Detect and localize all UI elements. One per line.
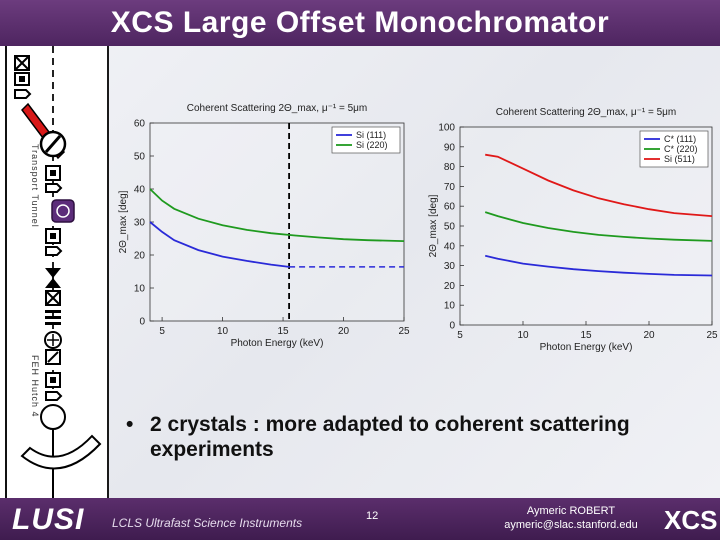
shutter-icon xyxy=(44,331,62,349)
bullet-dot-icon: • xyxy=(126,413,134,436)
chart-title: Coherent Scattering 2Θ_max, μ⁻¹ = 5μm xyxy=(496,107,677,118)
flag-icon xyxy=(14,89,32,99)
series-line-1 xyxy=(149,221,290,268)
screen-icon xyxy=(14,72,30,86)
legend-box xyxy=(331,126,401,154)
chart-2: 0 10 20 30 40 50 60 70 80 90 100 5 10 15 20 25 Coherent … xyxy=(428,107,718,353)
slit-icon xyxy=(45,290,61,306)
series-line-2 xyxy=(149,188,405,242)
series-line-3 xyxy=(485,153,713,217)
page-number: 12 xyxy=(366,510,379,522)
x-tick-label: 10 xyxy=(217,326,229,337)
valve-icon xyxy=(45,268,61,278)
x-tick-label: 5 xyxy=(457,330,463,341)
x-tick-label: 25 xyxy=(398,326,410,337)
y-axis-label: 2Θ_max [deg] xyxy=(428,194,439,257)
y-axis-label: 2Θ_max [deg] xyxy=(118,190,129,253)
valve-icon xyxy=(45,278,61,288)
x-axis-label: Photon Energy (keV) xyxy=(231,338,324,349)
author-email: aymeric@slac.stanford.edu xyxy=(504,519,638,531)
slide-title: XCS Large Offset Monochromator xyxy=(110,6,610,39)
y-tick-label: 0 xyxy=(449,321,455,332)
series-line-1 xyxy=(484,254,713,277)
y-tick-label: 90 xyxy=(444,142,456,153)
bullet-point: • 2 crystals : more adapted to coherent … xyxy=(126,412,708,462)
diagnostic-icon xyxy=(45,372,61,388)
y-tick-label: 40 xyxy=(134,185,146,196)
y-tick-label: 50 xyxy=(134,152,146,163)
y-tick-label: 60 xyxy=(134,119,146,130)
flag-icon xyxy=(45,183,63,193)
chart-title: Coherent Scattering 2Θ_max, μ⁻¹ = 5μm xyxy=(187,103,368,114)
monochromator-icon xyxy=(51,199,75,223)
y-tick-label: 20 xyxy=(134,251,146,262)
legend-entry: C* (220) xyxy=(664,144,698,154)
title-bar xyxy=(0,0,720,46)
legend-entry: Si (111) xyxy=(356,130,386,140)
x-tick-label: 15 xyxy=(277,326,289,337)
diagnostic-icon xyxy=(45,228,61,244)
y-tick-label: 30 xyxy=(444,261,456,272)
legend: C* (111)C* (220)Si (511) xyxy=(639,130,709,168)
x-tick-label: 5 xyxy=(159,326,165,337)
y-tick-label: 10 xyxy=(134,284,146,295)
x-tick-label: 20 xyxy=(643,330,655,341)
xcs-logo: XCS xyxy=(664,505,718,535)
lusi-logo: LUSI xyxy=(12,503,85,536)
x-axis-label: Photon Energy (keV) xyxy=(540,342,633,353)
y-tick-label: 20 xyxy=(444,281,456,292)
y-tick-label: 50 xyxy=(444,222,456,233)
legend: Si (111)Si (220) xyxy=(331,126,401,154)
chart-1: 0 10 20 30 40 50 60 5 10 15 20 25 Coherent Scatterin… xyxy=(118,103,410,349)
y-tick-label: 60 xyxy=(444,202,456,213)
footer-bar xyxy=(0,498,720,540)
diagnostic-icon xyxy=(45,165,61,181)
legend-entry: Si (511) xyxy=(664,154,695,164)
lens-icon xyxy=(45,349,61,365)
legend-entry: Si (220) xyxy=(356,140,388,150)
y-tick-label: 70 xyxy=(444,182,456,193)
slit-icon xyxy=(14,55,30,71)
legend-entry: C* (111) xyxy=(664,134,696,144)
x-tick-label: 25 xyxy=(706,330,718,341)
x-tick-label: 20 xyxy=(338,326,350,337)
y-tick-label: 80 xyxy=(444,162,456,173)
author-name: Aymeric ROBERT xyxy=(526,505,616,517)
x-tick-label: 15 xyxy=(580,330,592,341)
plot-area xyxy=(149,122,405,322)
detector-arc-icon xyxy=(20,434,102,470)
flag-icon xyxy=(45,246,63,256)
beamline-sidebar: Transport Tunnel FEH Hutch 4 xyxy=(0,46,109,498)
filter-stack-icon xyxy=(45,310,61,325)
attenuator-icon xyxy=(39,130,67,158)
y-tick-label: 40 xyxy=(444,241,456,252)
author-block: Aymeric ROBERT aymeric@slac.stanford.edu xyxy=(486,504,656,532)
y-tick-label: 30 xyxy=(134,218,146,229)
beamline-diagram xyxy=(5,46,102,498)
bullet-text: 2 crystals : more adapted to coherent sc… xyxy=(150,413,630,461)
flag-icon xyxy=(45,391,63,401)
y-tick-label: 0 xyxy=(139,317,145,328)
y-tick-label: 10 xyxy=(444,301,456,312)
footer-subtitle: LCLS Ultrafast Science Instruments xyxy=(112,516,303,530)
series-line-2 xyxy=(484,211,713,242)
x-tick-label: 10 xyxy=(517,330,529,341)
y-tick-label: 100 xyxy=(438,123,455,134)
